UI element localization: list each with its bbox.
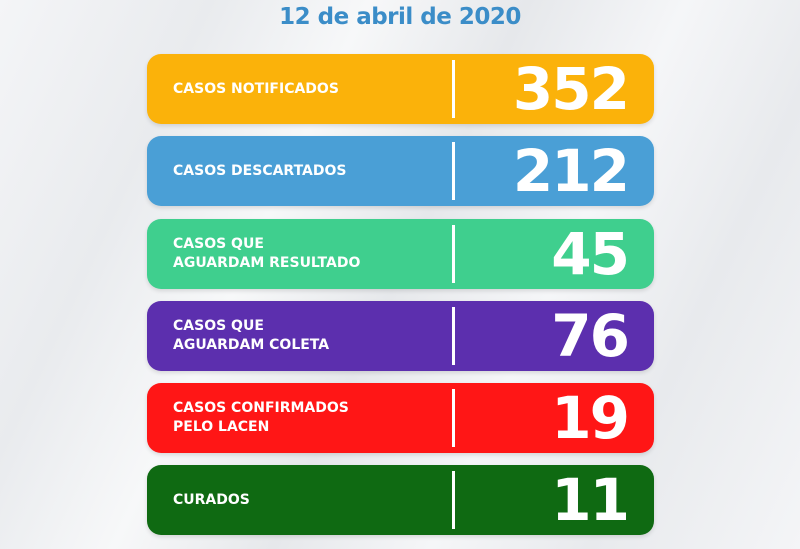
divider [452,225,455,283]
card-notificados: CASOS NOTIFICADOS 352 [147,54,654,124]
card-label: CASOS QUE AGUARDAM RESULTADO [173,236,361,271]
divider [452,389,455,447]
card-value: 352 [512,55,630,123]
card-value: 76 [551,302,630,370]
card-value: 212 [512,137,630,205]
date-title: 12 de abril de 2020 [279,4,521,30]
divider [452,60,455,118]
divider [452,471,455,529]
card-value: 19 [551,384,630,452]
card-confirmados: CASOS CONFIRMADOS PELO LACEN 19 [147,383,654,453]
divider [452,307,455,365]
card-label: CASOS QUE AGUARDAM COLETA [173,318,330,353]
card-aguardam-coleta: CASOS QUE AGUARDAM COLETA 76 [147,301,654,371]
card-label: CASOS CONFIRMADOS PELO LACEN [173,400,349,435]
card-value: 45 [551,220,630,288]
card-label: CASOS NOTIFICADOS [173,80,339,97]
card-label: CASOS DESCARTADOS [173,162,347,179]
card-curados: CURADOS 11 [147,465,654,535]
card-descartados: CASOS DESCARTADOS 212 [147,136,654,206]
card-label: CURADOS [173,491,250,508]
card-aguardam-resultado: CASOS QUE AGUARDAM RESULTADO 45 [147,219,654,289]
divider [452,142,455,200]
card-value: 11 [551,466,630,534]
